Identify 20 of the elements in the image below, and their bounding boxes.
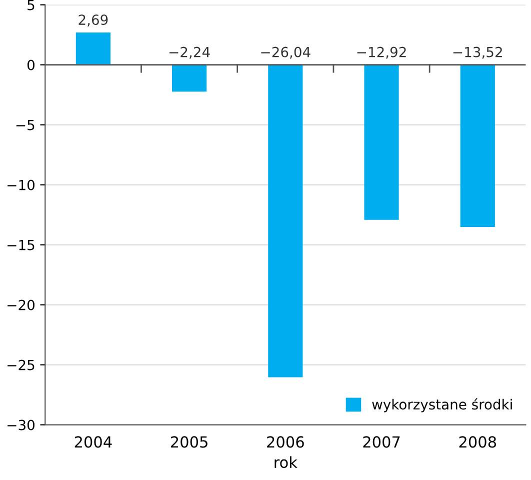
legend-label: wykorzystane środki xyxy=(372,398,512,412)
y-tick-label: −25 xyxy=(8,360,34,370)
x-tick-label: 2008 xyxy=(459,436,496,448)
data-label: −12,92 xyxy=(357,46,406,59)
y-tick-label: −10 xyxy=(8,180,34,190)
data-label: 2,69 xyxy=(78,14,108,26)
y-tick-label: −20 xyxy=(8,300,34,310)
x-tick-label: 2005 xyxy=(170,436,208,448)
data-label: −26,04 xyxy=(261,46,310,59)
y-tick-label: −30 xyxy=(8,420,34,430)
y-tick-label: −15 xyxy=(8,240,34,250)
y-tick-label: 5 xyxy=(28,0,34,10)
x-axis-title: rok xyxy=(274,456,298,468)
x-tick-label: 2006 xyxy=(267,436,304,448)
data-label: −2,24 xyxy=(169,46,210,59)
y-tick-label: −5 xyxy=(16,120,34,130)
x-tick-label: 2007 xyxy=(363,436,400,448)
y-tick-label: 0 xyxy=(27,60,34,70)
x-tick-label: 2004 xyxy=(74,436,112,448)
data-label: −13,52 xyxy=(453,46,502,59)
